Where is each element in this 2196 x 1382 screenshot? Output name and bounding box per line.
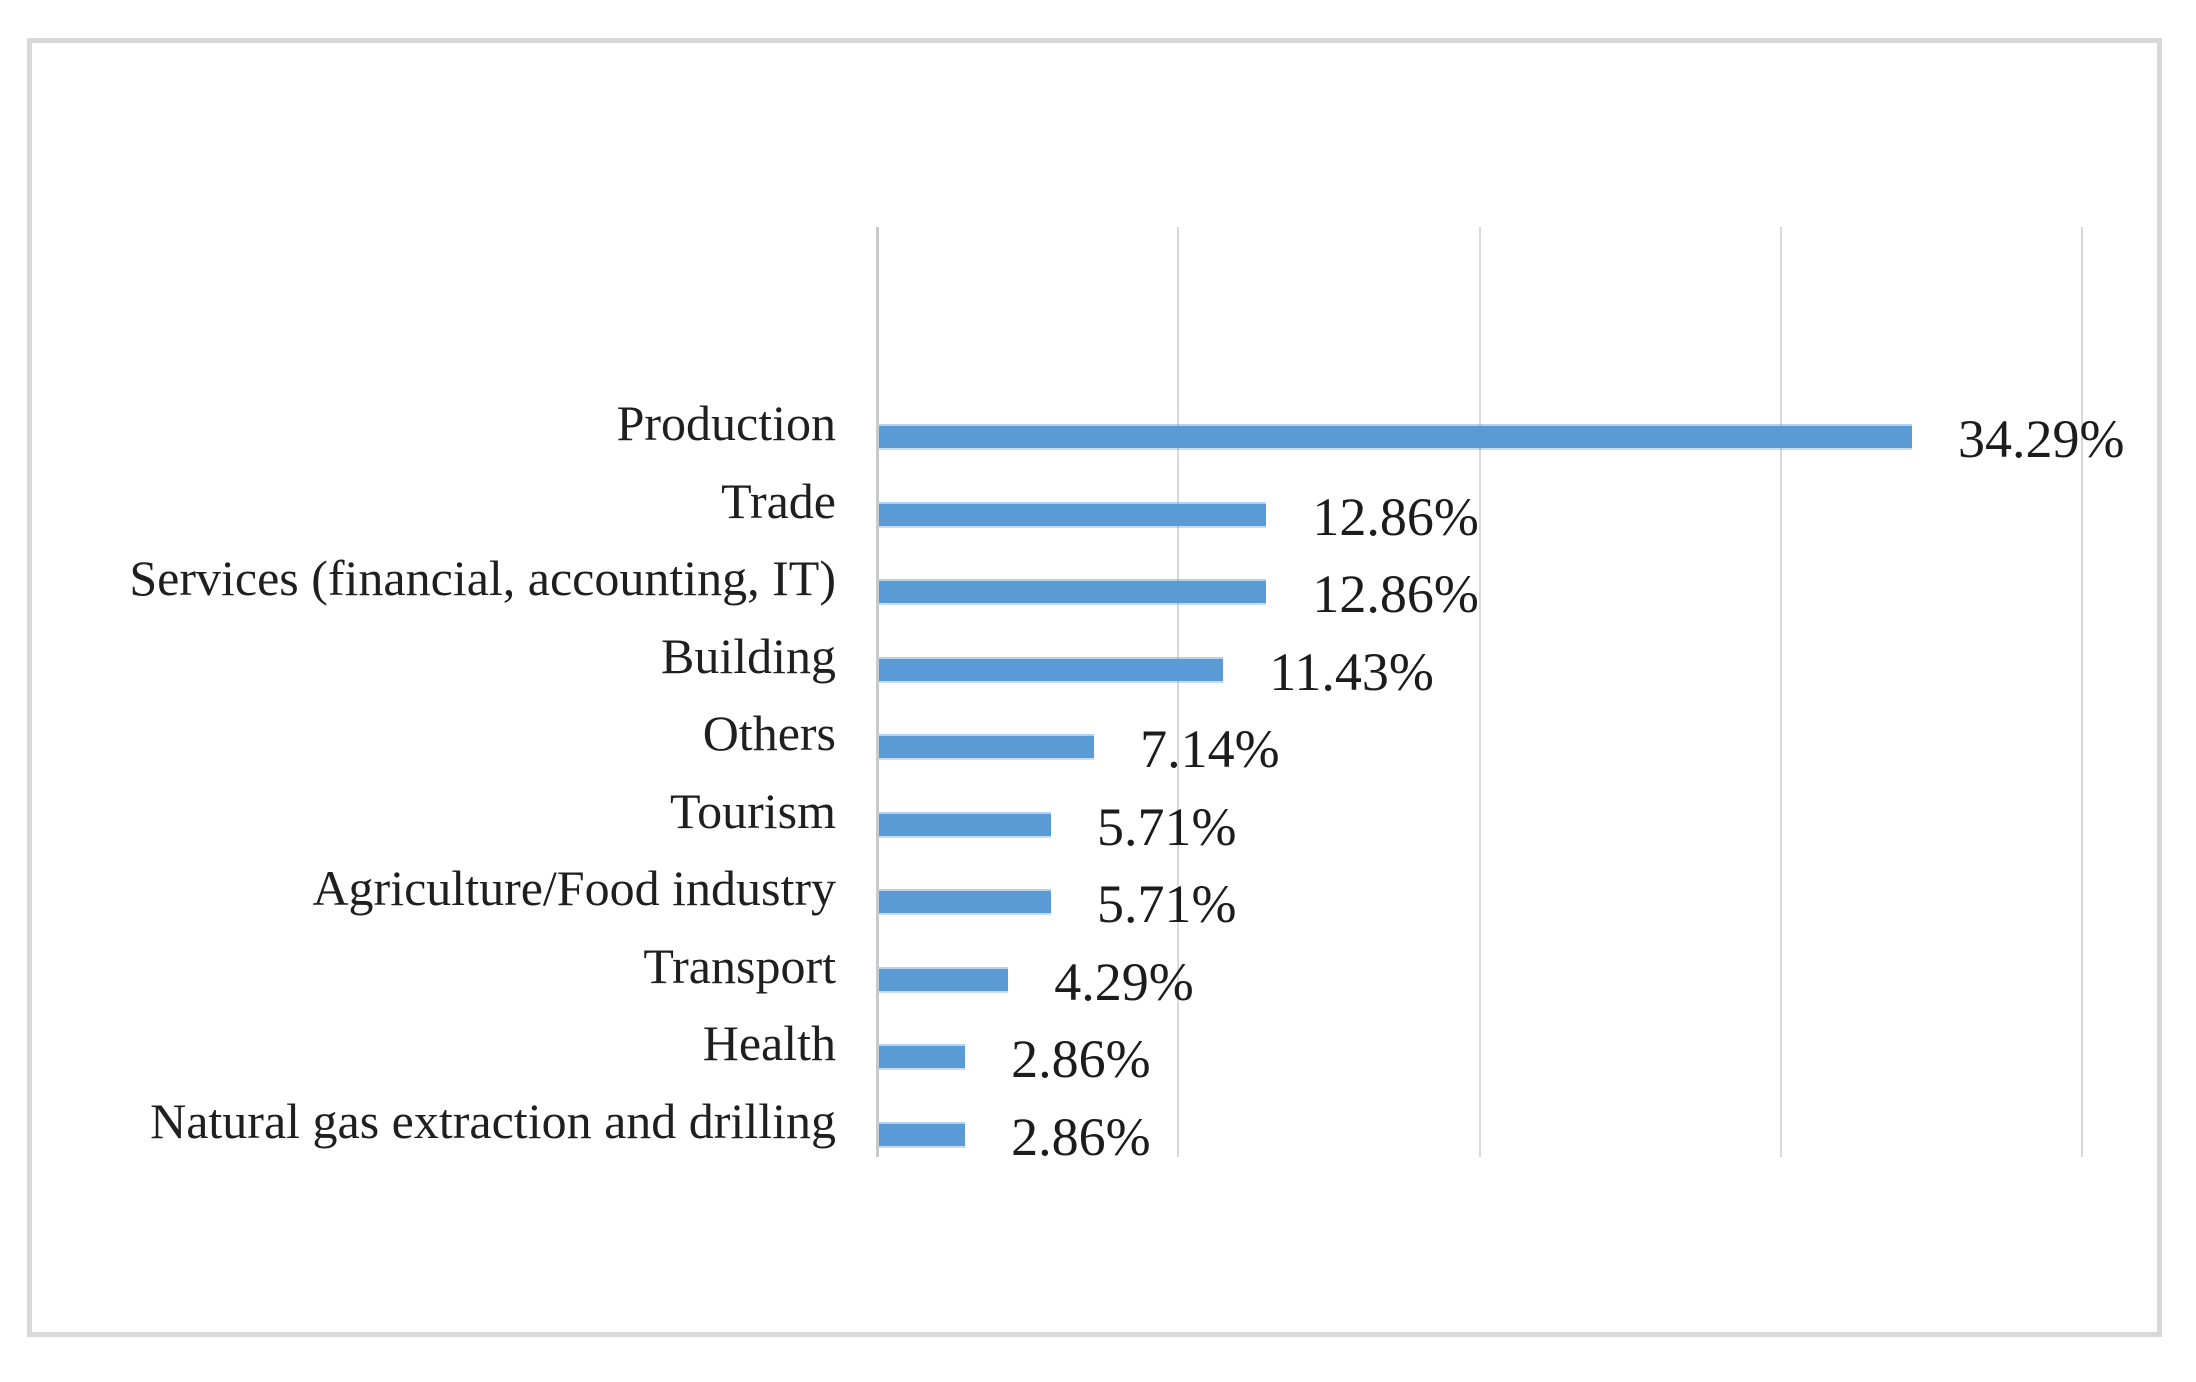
- chart-figure-border: [27, 38, 2162, 1337]
- category-label: Services (financial, accounting, IT): [129, 550, 836, 606]
- category-axis-line: [876, 227, 879, 1157]
- bar: [879, 1123, 966, 1146]
- value-label: 5.71%: [1097, 874, 1237, 934]
- bar: [879, 891, 1051, 913]
- value-label: 5.71%: [1097, 796, 1237, 857]
- category-label: Natural gas extraction and drilling: [150, 1092, 836, 1149]
- bar: [879, 581, 1267, 603]
- value-label: 11.43%: [1269, 641, 1434, 702]
- value-label: 4.29%: [1054, 951, 1194, 1012]
- bar: [879, 658, 1224, 681]
- value-label: 2.86%: [1011, 1106, 1151, 1167]
- value-label: 34.29%: [1957, 409, 2125, 469]
- value-label: 7.14%: [1140, 719, 1280, 779]
- category-label: Production: [616, 395, 836, 451]
- category-label: Agriculture/Food industry: [312, 860, 836, 916]
- value-label: 2.86%: [1011, 1029, 1151, 1089]
- bar: [879, 813, 1051, 836]
- gridline: [1478, 227, 1481, 1157]
- category-label: Others: [702, 705, 836, 761]
- gridline: [2081, 227, 2083, 1157]
- category-label: Trade: [721, 472, 836, 529]
- gridline: [1177, 227, 1180, 1157]
- bar: [879, 1046, 966, 1068]
- category-label: Health: [702, 1015, 836, 1071]
- value-label: 12.86%: [1312, 486, 1479, 547]
- gridline: [1779, 227, 1782, 1157]
- bar: [879, 426, 1912, 448]
- category-label: Building: [660, 627, 836, 684]
- category-label: Transport: [643, 937, 836, 994]
- bar: [879, 503, 1267, 526]
- bar: [879, 736, 1095, 758]
- value-label: 12.86%: [1312, 564, 1479, 624]
- category-label: Tourism: [670, 782, 836, 839]
- bar: [879, 968, 1009, 991]
